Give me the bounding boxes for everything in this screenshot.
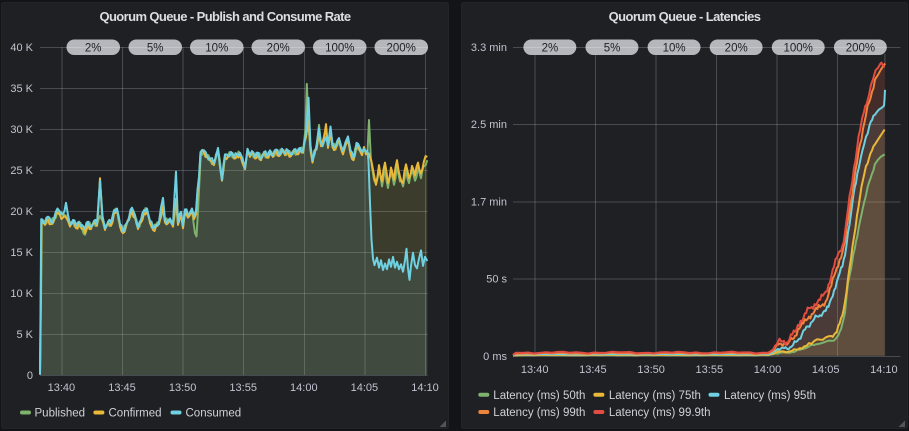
svg-text:3.3 min: 3.3 min bbox=[471, 42, 507, 54]
svg-text:50 s: 50 s bbox=[486, 274, 507, 286]
svg-text:0: 0 bbox=[27, 370, 33, 382]
svg-text:Quorum Queue - Latencies: Quorum Queue - Latencies bbox=[609, 9, 761, 24]
svg-text:2%: 2% bbox=[85, 43, 102, 55]
svg-text:10 K: 10 K bbox=[10, 288, 33, 300]
svg-text:200%: 200% bbox=[386, 43, 415, 55]
svg-text:200%: 200% bbox=[846, 43, 875, 55]
svg-text:13:45: 13:45 bbox=[108, 382, 136, 394]
svg-text:13:55: 13:55 bbox=[696, 364, 724, 376]
svg-text:100%: 100% bbox=[325, 43, 354, 55]
svg-text:13:55: 13:55 bbox=[229, 382, 257, 394]
svg-text:35 K: 35 K bbox=[10, 83, 33, 95]
svg-text:100%: 100% bbox=[783, 43, 812, 55]
svg-text:5%: 5% bbox=[604, 43, 621, 55]
svg-text:40 K: 40 K bbox=[10, 42, 33, 54]
svg-text:14:00: 14:00 bbox=[290, 382, 318, 394]
svg-text:13:45: 13:45 bbox=[579, 364, 607, 376]
svg-text:14:10: 14:10 bbox=[411, 382, 439, 394]
svg-text:14:05: 14:05 bbox=[812, 364, 840, 376]
svg-text:20%: 20% bbox=[725, 43, 748, 55]
svg-text:Latency (ms) 75th: Latency (ms) 75th bbox=[609, 390, 701, 402]
svg-text:14:00: 14:00 bbox=[754, 364, 782, 376]
svg-text:15 K: 15 K bbox=[10, 247, 33, 259]
svg-text:10%: 10% bbox=[663, 43, 686, 55]
svg-text:13:40: 13:40 bbox=[48, 382, 76, 394]
svg-text:2%: 2% bbox=[542, 43, 559, 55]
svg-text:30 K: 30 K bbox=[10, 124, 33, 136]
svg-text:Latency (ms) 50th: Latency (ms) 50th bbox=[493, 390, 585, 402]
svg-text:13:40: 13:40 bbox=[521, 364, 549, 376]
svg-text:14:05: 14:05 bbox=[351, 382, 379, 394]
svg-text:5 K: 5 K bbox=[16, 329, 33, 341]
svg-text:Latency (ms) 99th: Latency (ms) 99th bbox=[493, 407, 585, 419]
svg-text:Latency (ms) 99.9th: Latency (ms) 99.9th bbox=[609, 407, 711, 419]
svg-text:14:10: 14:10 bbox=[870, 364, 898, 376]
svg-text:20 K: 20 K bbox=[10, 206, 33, 218]
svg-text:20%: 20% bbox=[267, 43, 290, 55]
svg-text:10%: 10% bbox=[205, 43, 228, 55]
svg-text:Consumed: Consumed bbox=[186, 408, 242, 420]
svg-text:Quorum Queue - Publish and Con: Quorum Queue - Publish and Consume Rate bbox=[99, 9, 350, 24]
svg-text:13:50: 13:50 bbox=[637, 364, 665, 376]
svg-text:1.7 min: 1.7 min bbox=[471, 196, 507, 208]
svg-text:5%: 5% bbox=[147, 43, 164, 55]
svg-text:Confirmed: Confirmed bbox=[109, 408, 162, 420]
svg-text:13:50: 13:50 bbox=[169, 382, 197, 394]
svg-text:0 ms: 0 ms bbox=[483, 351, 507, 363]
svg-text:25 K: 25 K bbox=[10, 165, 33, 177]
svg-text:Latency (ms) 95th: Latency (ms) 95th bbox=[724, 390, 816, 402]
svg-text:2.5 min: 2.5 min bbox=[471, 119, 507, 131]
svg-text:Published: Published bbox=[35, 408, 86, 420]
